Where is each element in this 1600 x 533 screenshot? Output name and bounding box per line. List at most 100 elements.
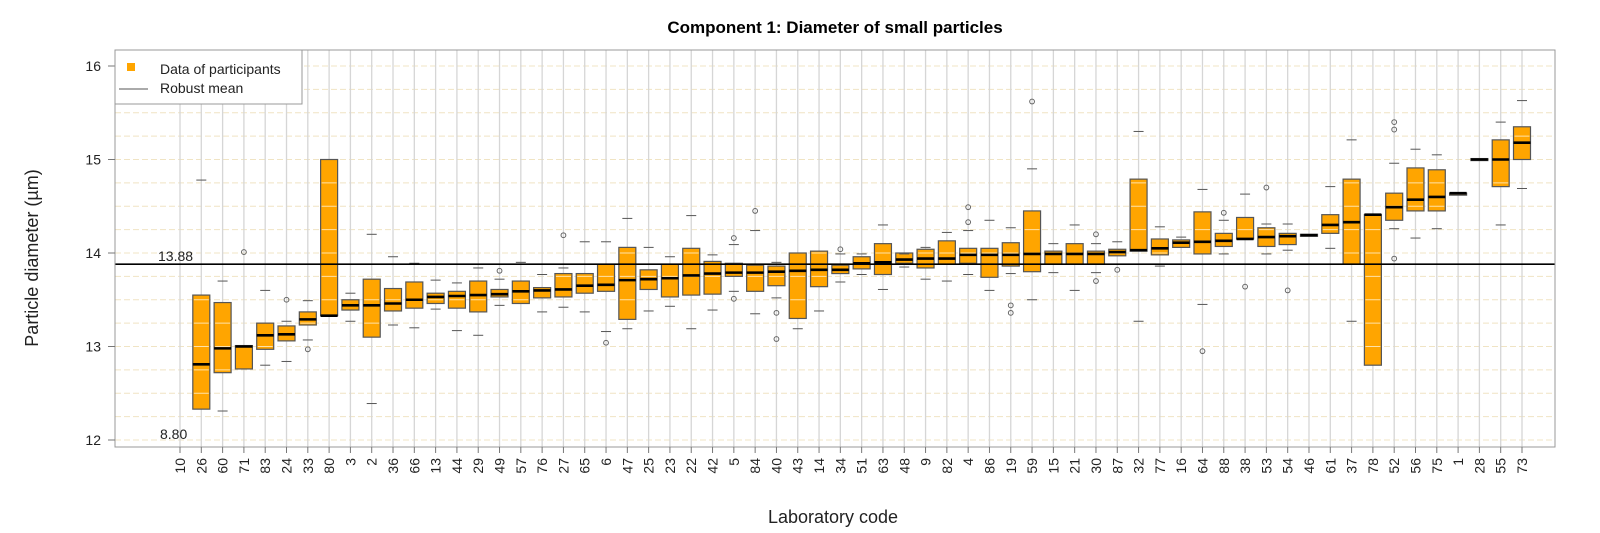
outlier-point xyxy=(1199,348,1206,355)
box-lab-73 xyxy=(1512,100,1532,189)
x-tick-label: 34 xyxy=(832,458,848,474)
x-tick-label: 26 xyxy=(193,458,209,474)
x-tick-label: 80 xyxy=(321,458,337,474)
x-tick-label: 65 xyxy=(577,458,593,474)
box-iqr xyxy=(213,301,232,374)
box-iqr xyxy=(1406,167,1425,212)
x-tick-label: 27 xyxy=(555,458,571,474)
x-tick-label: 86 xyxy=(981,458,997,474)
x-tick-label: 84 xyxy=(747,458,763,474)
legend-label-robust-mean: Robust mean xyxy=(160,80,243,96)
outlier-point xyxy=(1007,309,1014,316)
outlier-point xyxy=(773,336,780,342)
x-tick-label: 78 xyxy=(1365,458,1381,474)
box-lab-56 xyxy=(1406,148,1425,239)
box-lab-44 xyxy=(447,282,467,332)
x-tick-label: 36 xyxy=(385,458,401,474)
outlier-point xyxy=(560,232,567,239)
box-lab-83 xyxy=(256,289,275,366)
x-tick-label: 9 xyxy=(918,458,934,466)
x-axis: 10 26 60 71 83 24 33 80 3 2 36 66 13 44 29 49 57 76 27 65 6 4… xyxy=(115,446,1555,474)
outlier-point xyxy=(304,346,311,353)
x-tick-label: 55 xyxy=(1493,458,1509,474)
box-lab-30 xyxy=(1086,231,1106,284)
box-iqr xyxy=(682,247,701,296)
x-tick-label: 21 xyxy=(1067,458,1083,474)
legend-label-participants: Data of participants xyxy=(160,61,281,77)
x-tick-label: 25 xyxy=(641,458,657,474)
x-tick-label: 48 xyxy=(896,458,912,474)
box-lab-43 xyxy=(788,252,807,330)
box-lab-46 xyxy=(1299,233,1319,237)
x-tick-label: 38 xyxy=(1237,458,1253,474)
outlier-point xyxy=(965,219,972,226)
box-lab-9 xyxy=(916,246,935,280)
outlier-point xyxy=(773,309,780,316)
box-lab-5 xyxy=(724,235,743,302)
box-iqr xyxy=(405,281,424,309)
box-lab-2 xyxy=(362,233,381,405)
outlier-point xyxy=(283,296,290,303)
x-tick-label: 15 xyxy=(1045,458,1061,474)
legend-swatch-participants xyxy=(127,63,135,71)
box-lab-80 xyxy=(320,158,339,317)
box-iqr xyxy=(618,246,637,320)
box-lab-48 xyxy=(895,252,914,268)
chart-title: Component 1: Diameter of small particles xyxy=(667,18,1002,37)
box-iqr xyxy=(746,264,765,292)
x-tick-label: 59 xyxy=(1024,458,1040,474)
box-lab-63 xyxy=(873,224,893,290)
box-lab-22 xyxy=(682,215,701,330)
box-lab-34 xyxy=(831,246,850,283)
box-iqr xyxy=(596,263,616,292)
x-tick-label: 54 xyxy=(1280,458,1296,474)
box-lab-1 xyxy=(1448,191,1468,196)
x-tick-label: 28 xyxy=(1471,458,1487,474)
outlier-point xyxy=(1093,231,1099,238)
x-tick-label: 19 xyxy=(1003,458,1019,474)
box-iqr xyxy=(1193,211,1212,255)
x-tick-label: 44 xyxy=(449,458,465,474)
box-lab-13 xyxy=(426,279,445,310)
box-lab-4 xyxy=(959,204,978,276)
outlier-point xyxy=(730,235,737,241)
box-lab-26 xyxy=(192,179,211,410)
x-tick-label: 1 xyxy=(1450,458,1466,466)
x-tick-label: 73 xyxy=(1514,458,1530,474)
box-iqr xyxy=(1235,216,1255,240)
x-tick-label: 52 xyxy=(1386,458,1402,474)
box-lab-40 xyxy=(767,261,786,342)
box-iqr xyxy=(362,278,381,338)
grid xyxy=(115,50,1555,447)
outlier-point xyxy=(837,246,844,253)
box-lab-36 xyxy=(383,256,403,326)
x-tick-label: 83 xyxy=(257,458,273,474)
x-tick-label: 64 xyxy=(1194,458,1210,474)
box-lab-78 xyxy=(1363,213,1382,366)
y-tick-label: 12 xyxy=(85,432,101,448)
x-tick-label: 6 xyxy=(598,458,614,466)
x-tick-label: 22 xyxy=(683,458,699,474)
x-tick-label: 46 xyxy=(1301,458,1317,474)
box-iqr xyxy=(724,262,743,277)
box-lab-25 xyxy=(639,246,658,312)
box-iqr xyxy=(703,260,722,295)
box-lab-38 xyxy=(1235,193,1255,290)
x-tick-label: 53 xyxy=(1258,458,1274,474)
x-tick-label: 56 xyxy=(1407,458,1423,474)
box-lab-64 xyxy=(1193,188,1212,355)
outlier-point xyxy=(1093,278,1099,284)
box-lab-65 xyxy=(575,241,594,313)
x-tick-label: 51 xyxy=(854,458,870,474)
box-lab-33 xyxy=(298,300,317,353)
outlier-point xyxy=(1007,302,1014,309)
box-iqr xyxy=(469,280,488,313)
box-iqr xyxy=(1129,178,1148,252)
outlier-point xyxy=(1284,287,1291,294)
box-iqr xyxy=(575,272,594,294)
box-lab-53 xyxy=(1257,184,1276,255)
box-lab-14 xyxy=(809,250,829,312)
box-lab-29 xyxy=(469,267,488,336)
box-iqr xyxy=(1491,139,1510,188)
